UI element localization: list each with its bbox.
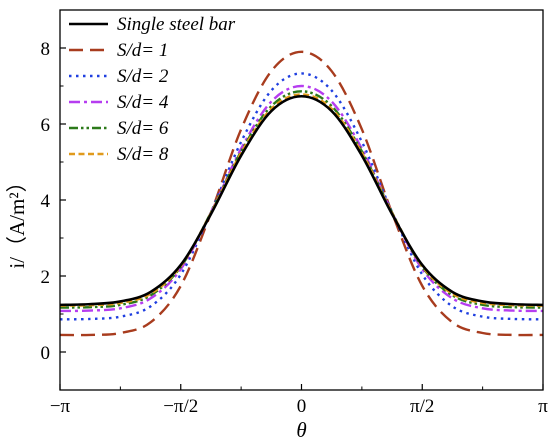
- series-line-3: [59, 84, 544, 313]
- series-line-4: [59, 90, 544, 309]
- legend-label-2: S/d= 2: [117, 66, 169, 87]
- series-lines: [59, 50, 544, 337]
- y-tick-label-1: 2: [41, 267, 51, 288]
- legend-label-3: S/d= 4: [117, 92, 169, 113]
- y-tick-label-0: 0: [41, 343, 51, 364]
- legend-label-0: Single steel bar: [117, 14, 236, 35]
- legend: Single steel bar S/d= 1 S/d= 2 S/d= 4 S/d= 6…: [69, 14, 236, 165]
- legend-label-5: S/d= 8: [117, 144, 169, 165]
- x-axis-title: θ: [296, 418, 306, 442]
- y-axis-title: i/（A/m²）: [5, 171, 29, 268]
- x-tick-label-3: π/2: [410, 396, 434, 417]
- x-tick-label-2: 0: [297, 396, 307, 417]
- axis-ticks: −π −π/2 0 π/2 π 0 2 4 6 8: [41, 39, 549, 417]
- legend-label-4: S/d= 6: [117, 118, 169, 139]
- series-line-0: [59, 94, 544, 307]
- series-line-2: [59, 72, 544, 321]
- series-line-1: [59, 50, 544, 337]
- x-tick-label-1: −π/2: [163, 396, 198, 417]
- y-tick-label-3: 6: [41, 115, 51, 136]
- y-tick-label-2: 4: [41, 191, 51, 212]
- x-tick-label-0: −π: [50, 396, 71, 417]
- y-tick-label-4: 8: [41, 39, 51, 60]
- x-tick-label-4: π: [538, 396, 548, 417]
- legend-label-1: S/d= 1: [117, 40, 168, 61]
